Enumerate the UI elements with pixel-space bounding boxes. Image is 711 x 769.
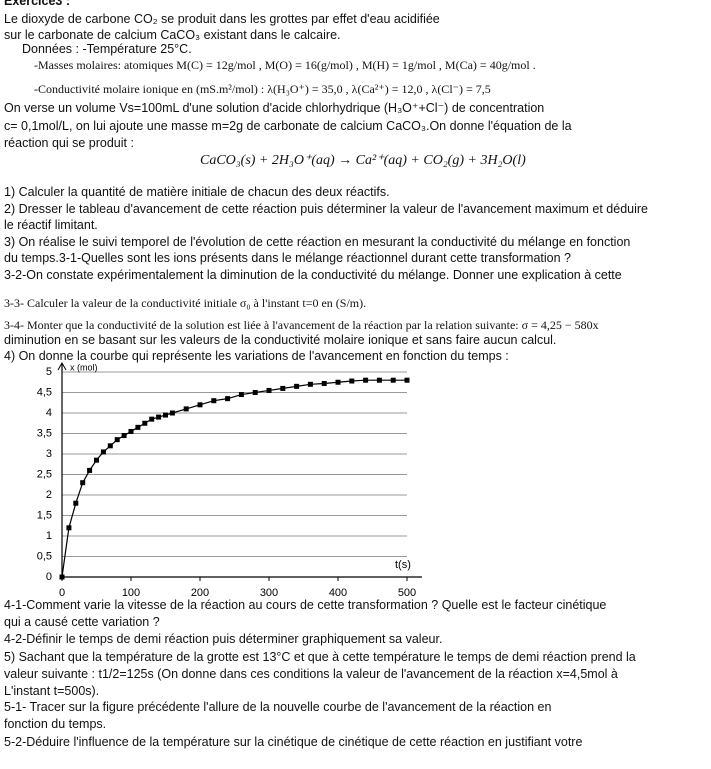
text-line: 3-4- Monter que la conductivité de la so…: [4, 318, 599, 332]
text-line: du temps.3-1-Quelles sont les ions prése…: [4, 251, 571, 265]
y-tick-label: 2,5: [37, 468, 52, 480]
data-point: [390, 377, 396, 383]
text-line: 4-2-Définir le temps de demi réaction pu…: [4, 632, 443, 646]
x-tick-label: 100: [122, 587, 140, 599]
data-point: [100, 449, 106, 455]
data-point: [404, 377, 410, 383]
y-tick-label: 4: [46, 407, 52, 419]
curve: [61, 379, 407, 578]
text-line: valeur suivante : t1/2=125s (On donne da…: [4, 667, 618, 681]
data-point: [307, 381, 313, 387]
x-tick-label: 0: [59, 587, 65, 599]
data-point: [211, 398, 217, 404]
x-tick-label: 400: [329, 587, 347, 599]
data-point: [266, 387, 272, 393]
text-line: -Masses molaires: atomiques M(C) = 12g/m…: [34, 58, 536, 72]
text-line: 5) Sachant que la température de la grot…: [4, 650, 636, 664]
data-point: [114, 437, 120, 443]
data-point: [183, 406, 189, 412]
text-line: 5-2-Déduire l'influence de la températur…: [4, 735, 583, 749]
text-line: sur le carbonate de calcium CaCO₃ exista…: [4, 28, 341, 42]
text-line: On verse un volume Vs=100mL d'une soluti…: [4, 101, 545, 115]
text-line: c= 0,1mol/L, on lui ajoute une masse m=2…: [4, 119, 572, 133]
y-tick-label: 3,5: [37, 427, 52, 439]
text-line: 3-3- Calculer la valeur de la conductivi…: [4, 296, 367, 310]
text-line: 4) On donne la courbe qui représente les…: [4, 349, 509, 363]
data-point: [238, 392, 244, 398]
text-line: -Conductivité molaire ionique en (mS.m²/…: [34, 82, 491, 96]
text-line: 4-1-Comment varie la vitesse de la réact…: [4, 598, 607, 612]
x-axis-label: t(s): [395, 559, 411, 571]
data-point: [225, 396, 231, 402]
text-line: 1) Calculer la quantité de matière initi…: [4, 185, 390, 199]
text-line: 5-1- Tracer sur la figure précédente l'a…: [4, 700, 552, 714]
data-point: [156, 414, 162, 420]
data-point: [163, 412, 168, 418]
data-point: [94, 457, 99, 463]
text-line: 2) Dresser le tableau d'avancement de ce…: [4, 202, 648, 216]
data-point: [169, 410, 175, 416]
data-point: [59, 574, 65, 580]
data-point: [80, 480, 86, 486]
data-point: [121, 433, 127, 439]
x-tick-label: 500: [398, 587, 416, 599]
data-point: [128, 428, 134, 434]
data-point: [142, 420, 148, 426]
data-point: [149, 416, 155, 422]
text-line: fonction du temps.: [4, 717, 107, 731]
data-point: [87, 467, 93, 473]
text-line: L'instant t=500s).: [4, 684, 100, 698]
y-tick-label: 4,5: [37, 386, 52, 398]
data-point: [252, 390, 258, 395]
data-point: [294, 383, 300, 389]
data-point: [376, 377, 382, 383]
text-line: Le dioxyde de carbone CO₂ se produit dan…: [4, 12, 440, 26]
y-tick-label: 2: [46, 489, 52, 501]
data-point: [280, 385, 286, 391]
data-point: [66, 525, 72, 531]
data-point: [73, 500, 79, 506]
y-axis-label: x (mol): [70, 362, 98, 372]
text-line: Exercice3 :: [4, 0, 71, 8]
data-point: [135, 424, 141, 430]
y-tick-label: 0: [46, 571, 52, 583]
text-line: Données : -Température 25°C.: [22, 42, 192, 56]
y-tick-label: 1,5: [37, 509, 52, 521]
text-line: diminution en se basant sur les valeurs …: [4, 333, 557, 347]
x-tick-label: 300: [260, 587, 278, 599]
chart: 0 0,5 1 1,5 2 2,5 3 3,5 4 4,5 5 0 100 200 300 400 500 x (…: [37, 362, 422, 599]
text-line: 3) On réalise le suivi temporel de l'évo…: [4, 235, 631, 249]
text-line: le réactif limitant.: [4, 218, 98, 232]
y-tick-label: 0,5: [37, 550, 52, 562]
equation: CaCO₃(s) + 2H₃O⁺(aq) → Ca²⁺(aq) + CO₂(g)…: [200, 153, 526, 168]
data-point: [107, 443, 113, 449]
data-point: [349, 378, 355, 384]
text-line: qui a causé cette variation ?: [4, 615, 160, 629]
y-arrow: [57, 362, 67, 371]
y-tick-label: 1: [46, 530, 52, 542]
y-tick-label: 5: [46, 366, 52, 378]
text-line: réaction qui se produit :: [4, 136, 134, 150]
text-line: 3-2-On constate expérimentalement la dim…: [4, 268, 622, 282]
y-tick-label: 3: [46, 448, 52, 460]
data-point: [335, 379, 341, 385]
data-point: [321, 380, 327, 386]
data-point: [197, 402, 203, 408]
x-tick-label: 200: [191, 587, 209, 599]
data-point: [363, 377, 369, 383]
